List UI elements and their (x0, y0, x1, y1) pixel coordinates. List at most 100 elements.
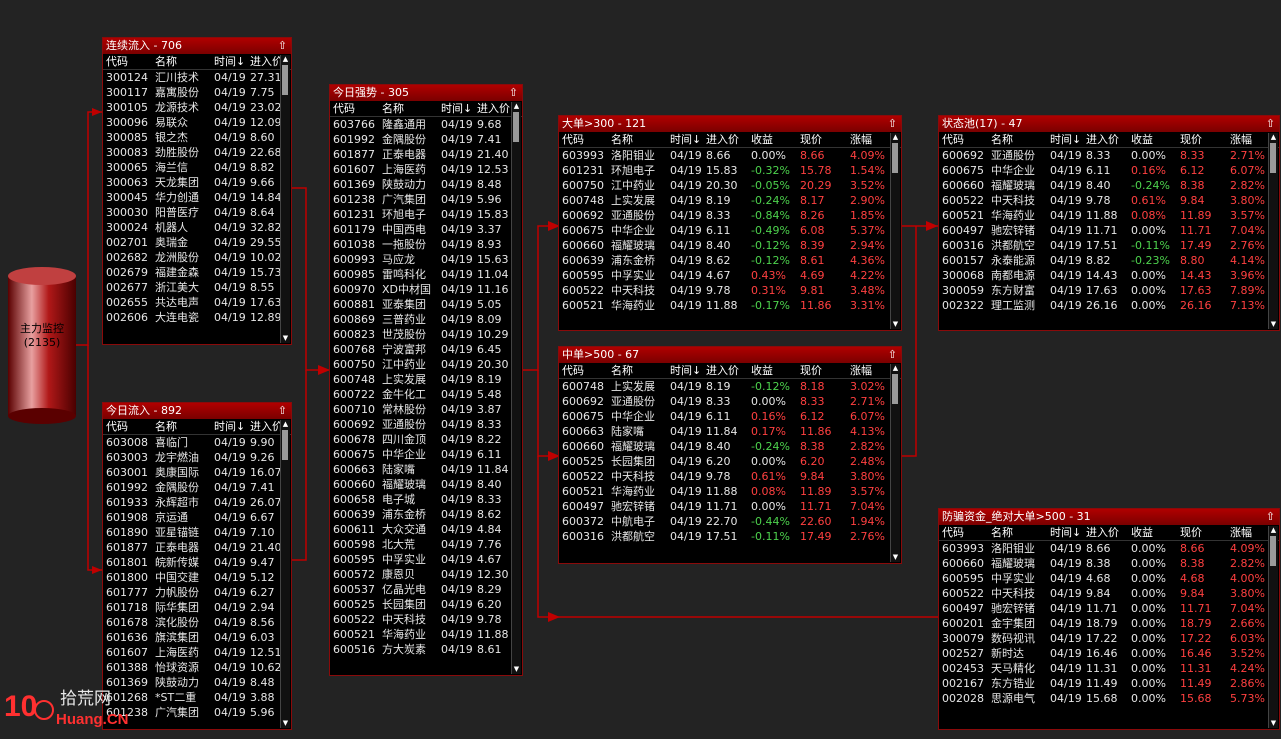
table-row[interactable]: 601238 广汽集团 04/19 5.96 (103, 705, 291, 720)
table-row[interactable]: 603003 龙宇燃油 04/19 9.26 (103, 450, 291, 465)
table-row[interactable]: 600748 上实发展 04/19 8.19 -0.24% 8.17 2.90% (559, 193, 901, 208)
vertical-scrollbar[interactable]: ▲ ▼ (280, 420, 290, 728)
scroll-down-icon[interactable]: ▼ (892, 553, 899, 561)
collapse-arrow-icon[interactable]: ⇧ (277, 404, 287, 417)
table-row[interactable]: 002655 共达电声 04/19 17.63 (103, 295, 291, 310)
panel-title[interactable]: 今日流入 - 892 ⇧ (103, 403, 291, 419)
collapse-arrow-icon[interactable]: ⇧ (1265, 510, 1275, 523)
table-row[interactable]: 600678 四川金顶 04/19 8.22 (330, 432, 522, 447)
table-row[interactable]: 600521 华海药业 04/19 11.88 (330, 627, 522, 642)
column-header[interactable]: 名称 (991, 133, 1013, 146)
table-row[interactable]: 601038 一拖股份 04/19 8.93 (330, 237, 522, 252)
vertical-scrollbar[interactable]: ▲ ▼ (890, 364, 900, 562)
table-row[interactable]: 300096 易联众 04/19 12.09 (103, 115, 291, 130)
table-row[interactable]: 600710 常林股份 04/19 3.87 (330, 402, 522, 417)
scroll-thumb[interactable] (1270, 143, 1276, 173)
table-row[interactable]: 600525 长园集团 04/19 6.20 0.00% 6.20 2.48% (559, 454, 901, 469)
table-row[interactable]: 601268 *ST二重 04/19 3.88 (103, 690, 291, 705)
table-row[interactable]: 601908 京运通 04/19 6.67 (103, 510, 291, 525)
scroll-down-icon[interactable]: ▼ (892, 320, 899, 328)
scroll-up-icon[interactable]: ▲ (892, 133, 899, 141)
panel-title[interactable]: 中单>500 - 67 ⇧ (559, 347, 901, 363)
table-row[interactable]: 300085 银之杰 04/19 8.60 (103, 130, 291, 145)
table-row[interactable]: 600675 中华企业 04/19 6.11 0.16% 6.12 6.07% (939, 163, 1279, 178)
column-header[interactable]: 时间↓ (1050, 133, 1082, 146)
table-row[interactable]: 600660 福耀玻璃 04/19 8.40 (330, 477, 522, 492)
panel-today-inflow[interactable]: 今日流入 - 892 ⇧ 代码 名称 时间↓ 进入价 603008 喜临门 04/19 9.90 6… (102, 402, 292, 730)
vertical-scrollbar[interactable]: ▲ ▼ (890, 133, 900, 329)
table-row[interactable]: 600663 陆家嘴 04/19 11.84 (330, 462, 522, 477)
table-row[interactable]: 601801 皖新传媒 04/19 9.47 (103, 555, 291, 570)
table-row[interactable]: 601890 亚星锚链 04/19 7.10 (103, 525, 291, 540)
panel-status-pool[interactable]: 状态池(17) - 47 ⇧ 代码 名称 时间↓ 进入价 收益 现价 涨幅 600692 亚通股份 0… (938, 115, 1280, 331)
column-header[interactable]: 涨幅 (1230, 526, 1252, 539)
table-row[interactable]: 600316 洪都航空 04/19 17.51 -0.11% 17.49 2.76% (939, 238, 1279, 253)
table-row[interactable]: 600521 华海药业 04/19 11.88 0.08% 11.89 3.57% (559, 484, 901, 499)
table-row[interactable]: 600748 上实发展 04/19 8.19 -0.12% 8.18 3.02% (559, 379, 901, 394)
column-header[interactable]: 进入价 (706, 364, 739, 377)
table-row[interactable]: 600516 方大炭素 04/19 8.61 (330, 642, 522, 657)
table-row[interactable]: 601607 上海医药 04/19 12.51 (103, 645, 291, 660)
table-row[interactable]: 600750 江中药业 04/19 20.30 (330, 357, 522, 372)
table-row[interactable]: 600692 亚通股份 04/19 8.33 -0.84% 8.26 1.85% (559, 208, 901, 223)
table-row[interactable]: 300124 汇川技术 04/19 27.31 (103, 70, 291, 85)
column-header[interactable]: 代码 (562, 364, 584, 377)
column-header[interactable]: 代码 (942, 133, 964, 146)
table-row[interactable]: 002453 天马精化 04/19 11.31 0.00% 11.31 4.24% (939, 661, 1279, 676)
panel-title[interactable]: 今日强势 - 305 ⇧ (330, 85, 522, 101)
table-row[interactable]: 300117 嘉寓股份 04/19 7.75 (103, 85, 291, 100)
table-row[interactable]: 600595 中孚实业 04/19 4.67 0.43% 4.69 4.22% (559, 268, 901, 283)
panel-mid-order[interactable]: 中单>500 - 67 ⇧ 代码 名称 时间↓ 进入价 收益 现价 涨幅 600748 上实发展 04… (558, 346, 902, 564)
scroll-thumb[interactable] (1270, 536, 1276, 566)
table-row[interactable]: 600692 亚通股份 04/19 8.33 0.00% 8.33 2.71% (939, 148, 1279, 163)
table-row[interactable]: 600970 XD中材国 04/19 11.16 (330, 282, 522, 297)
table-row[interactable]: 600522 中天科技 04/19 9.84 0.00% 9.84 3.80% (939, 586, 1279, 601)
table-row[interactable]: 601877 正泰电器 04/19 21.40 (103, 540, 291, 555)
table-row[interactable]: 002527 新时达 04/19 16.46 0.00% 16.46 3.52% (939, 646, 1279, 661)
scroll-down-icon[interactable]: ▼ (1270, 320, 1277, 328)
table-row[interactable]: 601877 正泰电器 04/19 21.40 (330, 147, 522, 162)
table-row[interactable]: 600595 中孚实业 04/19 4.67 (330, 552, 522, 567)
column-header[interactable]: 时间↓ (1050, 526, 1082, 539)
panel-title[interactable]: 状态池(17) - 47 ⇧ (939, 116, 1279, 132)
table-row[interactable]: 600522 中天科技 04/19 9.78 0.61% 9.84 3.80% (939, 193, 1279, 208)
table-row[interactable]: 300059 东方财富 04/19 17.63 0.00% 17.63 7.89% (939, 283, 1279, 298)
table-row[interactable]: 600675 中华企业 04/19 6.11 -0.49% 6.08 5.37% (559, 223, 901, 238)
table-row[interactable]: 002322 理工监测 04/19 26.16 0.00% 26.16 7.13% (939, 298, 1279, 313)
table-row[interactable]: 002606 大连电瓷 04/19 12.89 (103, 310, 291, 325)
panel-big-order[interactable]: 大单>300 - 121 ⇧ 代码 名称 时间↓ 进入价 收益 现价 涨幅 603993 洛阳钼业 0… (558, 115, 902, 331)
table-row[interactable]: 002167 东方锆业 04/19 11.49 0.00% 11.49 2.86% (939, 676, 1279, 691)
table-row[interactable]: 600598 北大荒 04/19 7.76 (330, 537, 522, 552)
vertical-scrollbar[interactable]: ▲ ▼ (1268, 526, 1278, 728)
collapse-arrow-icon[interactable]: ⇧ (1265, 117, 1275, 130)
column-header[interactable]: 现价 (800, 133, 822, 146)
column-header[interactable]: 涨幅 (850, 364, 872, 377)
scroll-thumb[interactable] (892, 143, 898, 173)
collapse-arrow-icon[interactable]: ⇧ (887, 348, 897, 361)
column-header[interactable]: 时间↓ (441, 102, 473, 115)
table-row[interactable]: 601607 上海医药 04/19 12.53 (330, 162, 522, 177)
column-header[interactable]: 现价 (800, 364, 822, 377)
table-row[interactable]: 603001 奥康国际 04/19 16.07 (103, 465, 291, 480)
column-header[interactable]: 现价 (1180, 526, 1202, 539)
column-header[interactable]: 名称 (155, 55, 177, 68)
table-row[interactable]: 300030 阳普医疗 04/19 8.64 (103, 205, 291, 220)
table-row[interactable]: 600639 浦东金桥 04/19 8.62 -0.12% 8.61 4.36% (559, 253, 901, 268)
collapse-arrow-icon[interactable]: ⇧ (508, 86, 518, 99)
column-header[interactable]: 时间↓ (214, 420, 246, 433)
table-row[interactable]: 600750 江中药业 04/19 20.30 -0.05% 20.29 3.52% (559, 178, 901, 193)
column-header[interactable]: 收益 (1131, 133, 1153, 146)
table-row[interactable]: 002701 奥瑞金 04/19 29.55 (103, 235, 291, 250)
column-header[interactable]: 代码 (942, 526, 964, 539)
table-row[interactable]: 600572 康恩贝 04/19 12.30 (330, 567, 522, 582)
scroll-down-icon[interactable]: ▼ (282, 719, 289, 727)
table-row[interactable]: 600521 华海药业 04/19 11.88 0.08% 11.89 3.57% (939, 208, 1279, 223)
panel-anti-fraud[interactable]: 防骗资金_绝对大单>500 - 31 ⇧ 代码 名称 时间↓ 进入价 收益 现价 涨幅 60399… (938, 508, 1280, 730)
collapse-arrow-icon[interactable]: ⇧ (887, 117, 897, 130)
column-header[interactable]: 进入价 (1086, 526, 1119, 539)
scroll-down-icon[interactable]: ▼ (513, 665, 520, 673)
table-row[interactable]: 600316 洪都航空 04/19 17.51 -0.11% 17.49 2.76% (559, 529, 901, 544)
table-row[interactable]: 600658 电子城 04/19 8.33 (330, 492, 522, 507)
column-header[interactable]: 进入价 (477, 102, 510, 115)
table-row[interactable]: 300063 天龙集团 04/19 9.66 (103, 175, 291, 190)
